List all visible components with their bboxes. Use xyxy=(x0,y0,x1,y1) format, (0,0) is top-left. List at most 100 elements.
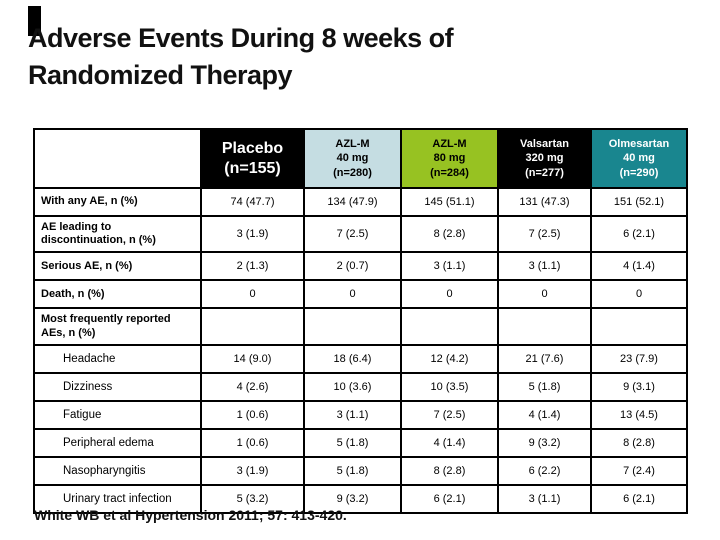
cell-peripheral-edema-olmesartan-40mg: 8 (2.8) xyxy=(590,427,688,458)
row-label-death: Death, n (%) xyxy=(33,279,202,310)
cell-dizziness-olmesartan-40mg: 9 (3.1) xyxy=(590,371,688,402)
cell-with-any-ae-placebo: 74 (47.7) xyxy=(200,187,305,217)
column-header-line: (n=277) xyxy=(525,166,564,179)
cell-fatigue-azlm-40mg: 3 (1.1) xyxy=(303,399,402,430)
row-label-urinary-tract-infection: Urinary tract infection xyxy=(33,483,202,514)
cell-peripheral-edema-valsartan-320mg: 9 (3.2) xyxy=(497,427,592,458)
row-label-with-any-ae: With any AE, n (%) xyxy=(33,187,202,217)
cell-ae-discontinuation-placebo: 3 (1.9) xyxy=(200,214,305,254)
cell-peripheral-edema-azlm-80mg: 4 (1.4) xyxy=(400,427,499,458)
column-header-line: AZL-M xyxy=(335,138,370,151)
cell-dizziness-azlm-80mg: 10 (3.5) xyxy=(400,371,499,402)
cell-ae-discontinuation-azlm-80mg: 8 (2.8) xyxy=(400,214,499,254)
row-label-most-frequent-aes: Most frequently reported AEs, n (%) xyxy=(33,307,202,346)
column-header-line: (n=284) xyxy=(430,166,469,179)
cell-fatigue-olmesartan-40mg: 13 (4.5) xyxy=(590,399,688,430)
cell-death-valsartan-320mg: 0 xyxy=(497,279,592,310)
cell-urinary-tract-infection-azlm-40mg: 9 (3.2) xyxy=(303,483,402,514)
cell-headache-azlm-40mg: 18 (6.4) xyxy=(303,343,402,374)
column-header-valsartan-320mg: Valsartan 320 mg (n=277) xyxy=(497,128,592,189)
cell-death-azlm-40mg: 0 xyxy=(303,279,402,310)
table-corner-cell xyxy=(33,128,202,189)
table-row-peripheral-edema: Peripheral edema 1 (0.6) 5 (1.8) 4 (1.4) 9 (… xyxy=(33,427,688,458)
cell-ae-discontinuation-valsartan-320mg: 7 (2.5) xyxy=(497,214,592,254)
row-label-fatigue: Fatigue xyxy=(33,399,202,430)
table-row-with-any-ae: With any AE, n (%) 74 (47.7) 134 (47.9) 145… xyxy=(33,187,688,217)
cell-serious-ae-valsartan-320mg: 3 (1.1) xyxy=(497,251,592,282)
table-row-dizziness: Dizziness 4 (2.6) 10 (3.6) 10 (3.5) 5 (1.8) 9… xyxy=(33,371,688,402)
cell-death-olmesartan-40mg: 0 xyxy=(590,279,688,310)
cell-serious-ae-olmesartan-40mg: 4 (1.4) xyxy=(590,251,688,282)
column-header-line: Valsartan xyxy=(520,138,569,151)
cell-fatigue-placebo: 1 (0.6) xyxy=(200,399,305,430)
cell-most-frequent-aes-olmesartan-40mg xyxy=(590,307,688,346)
cell-serious-ae-azlm-40mg: 2 (0.7) xyxy=(303,251,402,282)
slide-title: Adverse Events During 8 weeks of Randomi… xyxy=(28,20,648,95)
cell-serious-ae-placebo: 2 (1.3) xyxy=(200,251,305,282)
column-header-line: 80 mg xyxy=(433,152,466,165)
column-header-placebo: Placebo (n=155) xyxy=(200,128,305,189)
cell-urinary-tract-infection-olmesartan-40mg: 6 (2.1) xyxy=(590,483,688,514)
cell-serious-ae-azlm-80mg: 3 (1.1) xyxy=(400,251,499,282)
column-header-line: 40 mg xyxy=(336,152,369,165)
table-row-death: Death, n (%) 0 0 0 0 0 xyxy=(33,279,688,310)
table-row-nasopharyngitis: Nasopharyngitis 3 (1.9) 5 (1.8) 8 (2.8) 6 (2… xyxy=(33,455,688,486)
cell-fatigue-valsartan-320mg: 4 (1.4) xyxy=(497,399,592,430)
cell-peripheral-edema-placebo: 1 (0.6) xyxy=(200,427,305,458)
column-header-azlm-80mg: AZL-M 80 mg (n=284) xyxy=(400,128,499,189)
cell-urinary-tract-infection-placebo: 5 (3.2) xyxy=(200,483,305,514)
cell-death-placebo: 0 xyxy=(200,279,305,310)
row-label-nasopharyngitis: Nasopharyngitis xyxy=(33,455,202,486)
column-header-azlm-40mg: AZL-M 40 mg (n=280) xyxy=(303,128,402,189)
cell-most-frequent-aes-azlm-80mg xyxy=(400,307,499,346)
table-row-most-frequent-aes: Most frequently reported AEs, n (%) xyxy=(33,307,688,346)
adverse-events-table: Placebo (n=155) AZL-M 40 mg (n=280) AZL-M 80 m… xyxy=(33,128,688,514)
cell-headache-olmesartan-40mg: 23 (7.9) xyxy=(590,343,688,374)
cell-headache-placebo: 14 (9.0) xyxy=(200,343,305,374)
cell-nasopharyngitis-azlm-80mg: 8 (2.8) xyxy=(400,455,499,486)
cell-ae-discontinuation-azlm-40mg: 7 (2.5) xyxy=(303,214,402,254)
cell-with-any-ae-azlm-80mg: 145 (51.1) xyxy=(400,187,499,217)
cell-dizziness-placebo: 4 (2.6) xyxy=(200,371,305,402)
cell-nasopharyngitis-valsartan-320mg: 6 (2.2) xyxy=(497,455,592,486)
cell-nasopharyngitis-olmesartan-40mg: 7 (2.4) xyxy=(590,455,688,486)
cell-dizziness-azlm-40mg: 10 (3.6) xyxy=(303,371,402,402)
column-header-line: (n=155) xyxy=(224,159,281,177)
cell-with-any-ae-valsartan-320mg: 131 (47.3) xyxy=(497,187,592,217)
table-row-headache: Headache 14 (9.0) 18 (6.4) 12 (4.2) 21 (7.6)… xyxy=(33,343,688,374)
slide-accent-bar xyxy=(28,6,41,36)
row-label-ae-discontinuation: AE leading to discontinuation, n (%) xyxy=(33,214,202,254)
column-header-line: AZL-M xyxy=(432,138,467,151)
cell-most-frequent-aes-azlm-40mg xyxy=(303,307,402,346)
column-header-line: (n=280) xyxy=(333,166,372,179)
row-label-dizziness: Dizziness xyxy=(33,371,202,402)
cell-fatigue-azlm-80mg: 7 (2.5) xyxy=(400,399,499,430)
slide-title-line-1: Adverse Events During 8 weeks of xyxy=(28,23,454,53)
cell-with-any-ae-azlm-40mg: 134 (47.9) xyxy=(303,187,402,217)
table-header-row: Placebo (n=155) AZL-M 40 mg (n=280) AZL-M 80 m… xyxy=(33,128,688,189)
cell-headache-valsartan-320mg: 21 (7.6) xyxy=(497,343,592,374)
row-label-headache: Headache xyxy=(33,343,202,374)
cell-with-any-ae-olmesartan-40mg: 151 (52.1) xyxy=(590,187,688,217)
row-label-serious-ae: Serious AE, n (%) xyxy=(33,251,202,282)
cell-urinary-tract-infection-azlm-80mg: 6 (2.1) xyxy=(400,483,499,514)
citation-text: White WB et al Hypertension 2011; 57: 41… xyxy=(34,507,347,523)
column-header-olmesartan-40mg: Olmesartan 40 mg (n=290) xyxy=(590,128,688,189)
cell-headache-azlm-80mg: 12 (4.2) xyxy=(400,343,499,374)
column-header-line: (n=290) xyxy=(619,166,659,179)
column-header-line: Placebo xyxy=(221,139,284,157)
cell-ae-discontinuation-olmesartan-40mg: 6 (2.1) xyxy=(590,214,688,254)
cell-urinary-tract-infection-valsartan-320mg: 3 (1.1) xyxy=(497,483,592,514)
slide-title-line-2: Randomized Therapy xyxy=(28,60,293,91)
table-row-urinary-tract-infection: Urinary tract infection 5 (3.2) 9 (3.2) 6 (… xyxy=(33,483,688,514)
table-row-serious-ae: Serious AE, n (%) 2 (1.3) 2 (0.7) 3 (1.1) 3 … xyxy=(33,251,688,282)
column-header-line: Olmesartan xyxy=(608,138,670,151)
column-header-line: 40 mg xyxy=(623,152,655,165)
row-label-peripheral-edema: Peripheral edema xyxy=(33,427,202,458)
table-row-ae-discontinuation: AE leading to discontinuation, n (%) 3 (1… xyxy=(33,214,688,254)
cell-death-azlm-80mg: 0 xyxy=(400,279,499,310)
cell-most-frequent-aes-valsartan-320mg xyxy=(497,307,592,346)
cell-most-frequent-aes-placebo xyxy=(200,307,305,346)
cell-nasopharyngitis-placebo: 3 (1.9) xyxy=(200,455,305,486)
cell-nasopharyngitis-azlm-40mg: 5 (1.8) xyxy=(303,455,402,486)
